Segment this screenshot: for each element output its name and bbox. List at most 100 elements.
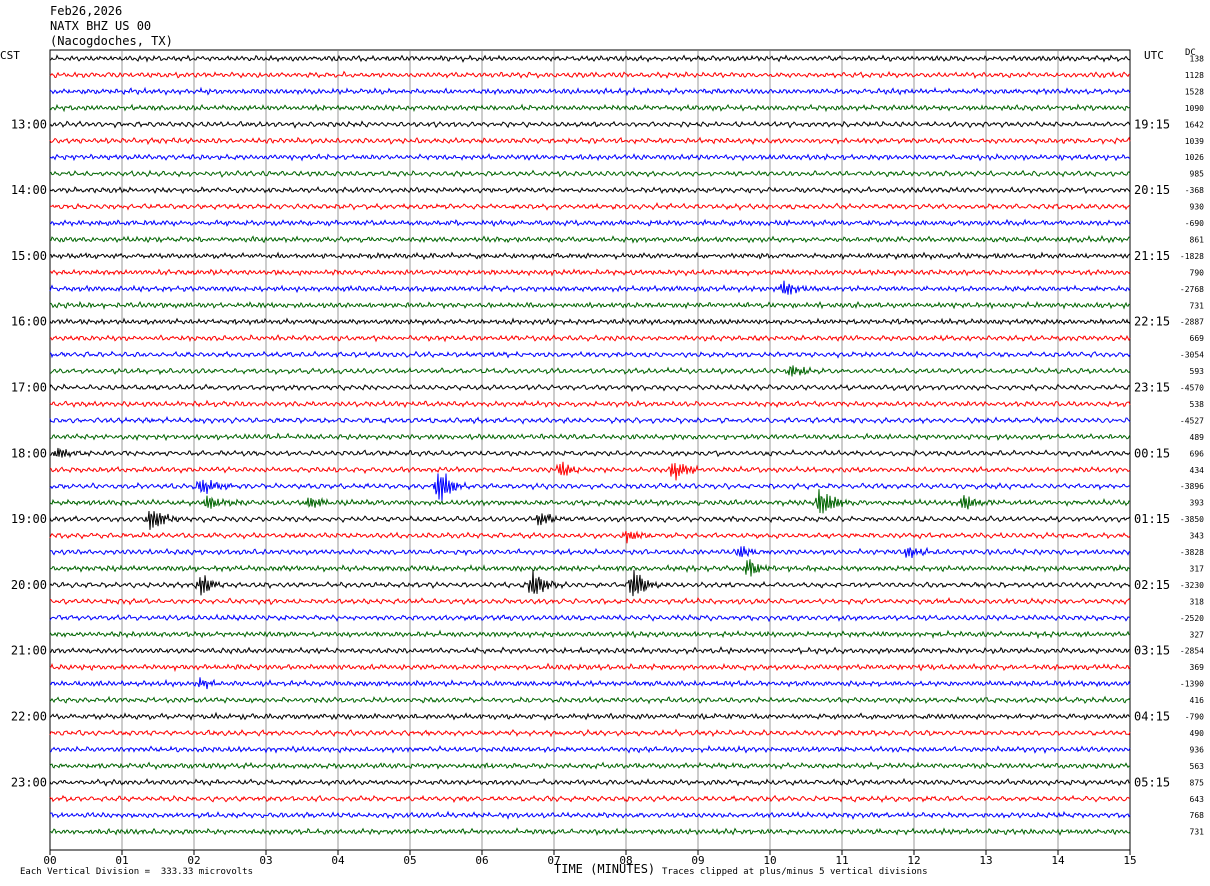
x-tick-label: 09 — [691, 854, 704, 867]
plot-frame — [49, 49, 1131, 851]
seismic-trace — [49, 596, 1131, 606]
seismic-trace — [49, 103, 1131, 113]
dc-offset-label: -1828 — [1180, 252, 1204, 261]
utc-hour-label: 22:15 — [1134, 315, 1170, 329]
dc-offset-label: -2768 — [1180, 285, 1204, 294]
dc-offset-label: -3828 — [1180, 548, 1204, 557]
seismic-trace — [49, 646, 1130, 655]
seismic-trace — [49, 399, 1131, 409]
dc-offset-label: 985 — [1190, 170, 1205, 179]
seismic-trace — [49, 185, 1131, 195]
x-tick-label: 02 — [187, 854, 200, 867]
seismic-trace — [49, 461, 1131, 481]
dc-offset-label: 731 — [1190, 828, 1205, 837]
dc-offset-label: 434 — [1190, 466, 1205, 475]
seismic-trace — [49, 317, 1131, 326]
seismic-trace — [49, 530, 1131, 544]
seismic-trace — [49, 234, 1131, 244]
dc-offset-label: -790 — [1185, 713, 1204, 722]
dc-offset-label: 1128 — [1185, 71, 1204, 80]
dc-offset-label: 1090 — [1185, 104, 1204, 113]
x-tick-label: 00 — [43, 854, 56, 867]
dc-offset-label: 1039 — [1185, 137, 1204, 146]
utc-hour-label: 02:15 — [1134, 578, 1170, 592]
dc-offset-label: 669 — [1190, 334, 1205, 343]
seismic-trace — [49, 268, 1131, 277]
x-tick-label: 11 — [835, 854, 848, 867]
x-axis-title: TIME (MINUTES) — [554, 862, 656, 876]
seismic-trace — [49, 136, 1131, 146]
x-tick-label: 05 — [403, 854, 416, 867]
seismic-trace — [49, 300, 1131, 310]
dc-offset-label: -690 — [1185, 219, 1204, 228]
header-date: Feb26,2026 — [50, 4, 123, 18]
dc-offset-labels: 138 1128 1528 1090 1642 1039 1026 985 -368 930 -69… — [1180, 55, 1204, 837]
seismic-trace — [49, 416, 1131, 425]
dc-offset-label: 327 — [1190, 630, 1205, 639]
dc-offset-label: 790 — [1190, 268, 1205, 277]
dc-offset-label: -2854 — [1180, 647, 1204, 656]
dc-offset-label: -4527 — [1180, 416, 1204, 425]
cst-hour-label: 21:00 — [11, 644, 47, 658]
dc-offset-label: 343 — [1190, 532, 1205, 541]
dc-offset-label: 1642 — [1185, 120, 1204, 129]
seismic-trace — [49, 432, 1131, 442]
dc-offset-label: 489 — [1190, 433, 1205, 442]
dc-offset-label: 318 — [1190, 597, 1205, 606]
x-tick-label: 06 — [475, 854, 488, 867]
seismic-trace — [49, 827, 1131, 836]
dc-offset-label: -4570 — [1180, 384, 1204, 393]
dc-offset-label: 317 — [1190, 564, 1205, 573]
x-tick-label: 12 — [907, 854, 920, 867]
dc-offset-label: 369 — [1190, 663, 1205, 672]
dc-offset-label: 1528 — [1185, 87, 1204, 96]
seismic-trace — [49, 777, 1131, 787]
seismic-trace — [49, 120, 1131, 129]
x-tick-label: 15 — [1123, 854, 1136, 867]
seismic-trace — [49, 613, 1131, 623]
seismic-trace — [49, 251, 1131, 261]
dc-offset-label: 538 — [1190, 400, 1205, 409]
seismic-trace — [49, 473, 1130, 502]
seismic-trace — [49, 711, 1131, 721]
dc-offset-label: 731 — [1190, 301, 1205, 310]
dc-offset-label: 416 — [1190, 696, 1205, 705]
header-location: (Nacogdoches, TX) — [50, 34, 173, 48]
x-tick-label: 01 — [115, 854, 128, 867]
utc-hour-label: 20:15 — [1134, 183, 1170, 197]
dc-offset-label: 393 — [1190, 499, 1205, 508]
cst-hour-label: 23:00 — [11, 775, 47, 789]
seismic-trace — [49, 365, 1131, 377]
seismic-trace — [49, 810, 1131, 820]
x-tick-labels: 00 01 02 03 04 05 06 07 08 09 10 11 12 13 14 15 — [43, 850, 1137, 867]
dc-offset-label: -3054 — [1180, 351, 1204, 360]
left-timezone-label: CST — [0, 49, 20, 62]
seismic-trace — [49, 794, 1130, 804]
cst-hour-label: 17:00 — [11, 381, 47, 395]
seismic-trace — [49, 350, 1131, 359]
seismic-trace — [49, 559, 1131, 577]
seismic-trace — [49, 447, 1131, 458]
dc-offset-label: -1390 — [1180, 680, 1204, 689]
x-tick-label: 10 — [763, 854, 776, 867]
dc-offset-label: -368 — [1185, 186, 1204, 195]
utc-hour-label: 21:15 — [1134, 249, 1170, 263]
utc-hour-label: 00:15 — [1134, 446, 1170, 460]
dc-offset-label: 930 — [1190, 203, 1205, 212]
cst-hour-label: 15:00 — [11, 249, 47, 263]
dc-offset-label: -2520 — [1180, 614, 1204, 623]
clip-note: Traces clipped at plus/minus 5 vertical … — [662, 867, 928, 877]
utc-hour-label: 23:15 — [1134, 381, 1170, 395]
seismic-trace — [49, 86, 1131, 97]
x-tick-label: 13 — [979, 854, 992, 867]
cst-hour-label: 20:00 — [11, 578, 47, 592]
dc-offset-label: 696 — [1190, 449, 1205, 458]
utc-hour-label: 01:15 — [1134, 512, 1170, 526]
cst-hour-label: 13:00 — [11, 117, 47, 131]
seismic-trace — [49, 153, 1131, 162]
utc-hour-label: 19:15 — [1134, 117, 1170, 131]
grid-lines — [49, 49, 1131, 851]
dc-offset-label: -3230 — [1180, 581, 1204, 590]
dc-offset-label: 875 — [1190, 778, 1205, 787]
